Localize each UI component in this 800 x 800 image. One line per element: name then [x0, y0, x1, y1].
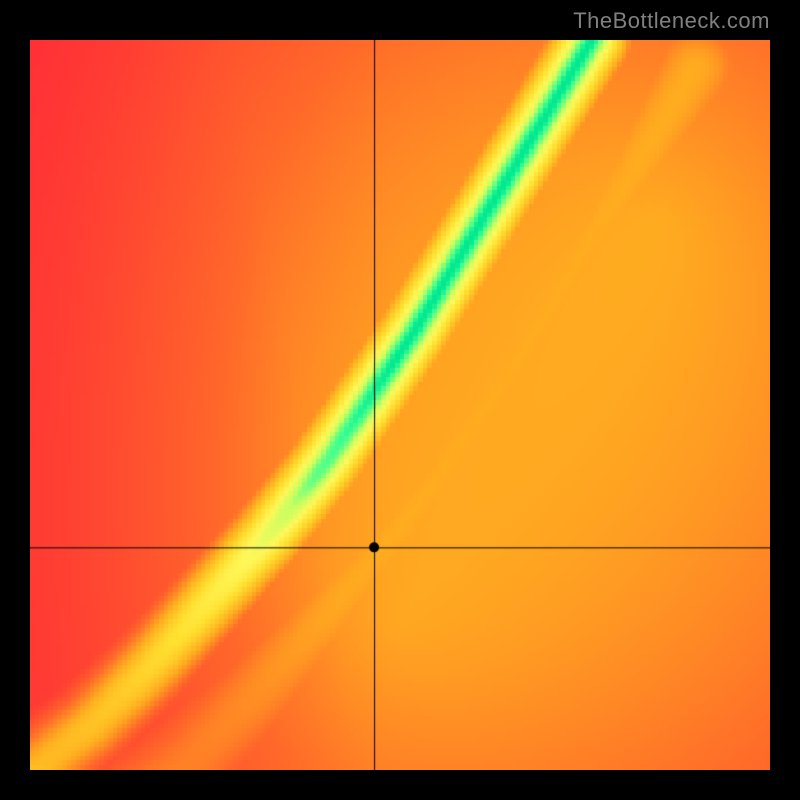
chart-container: TheBottleneck.com: [0, 0, 800, 800]
watermark-text: TheBottleneck.com: [573, 8, 770, 34]
bottleneck-heatmap: [30, 40, 770, 770]
